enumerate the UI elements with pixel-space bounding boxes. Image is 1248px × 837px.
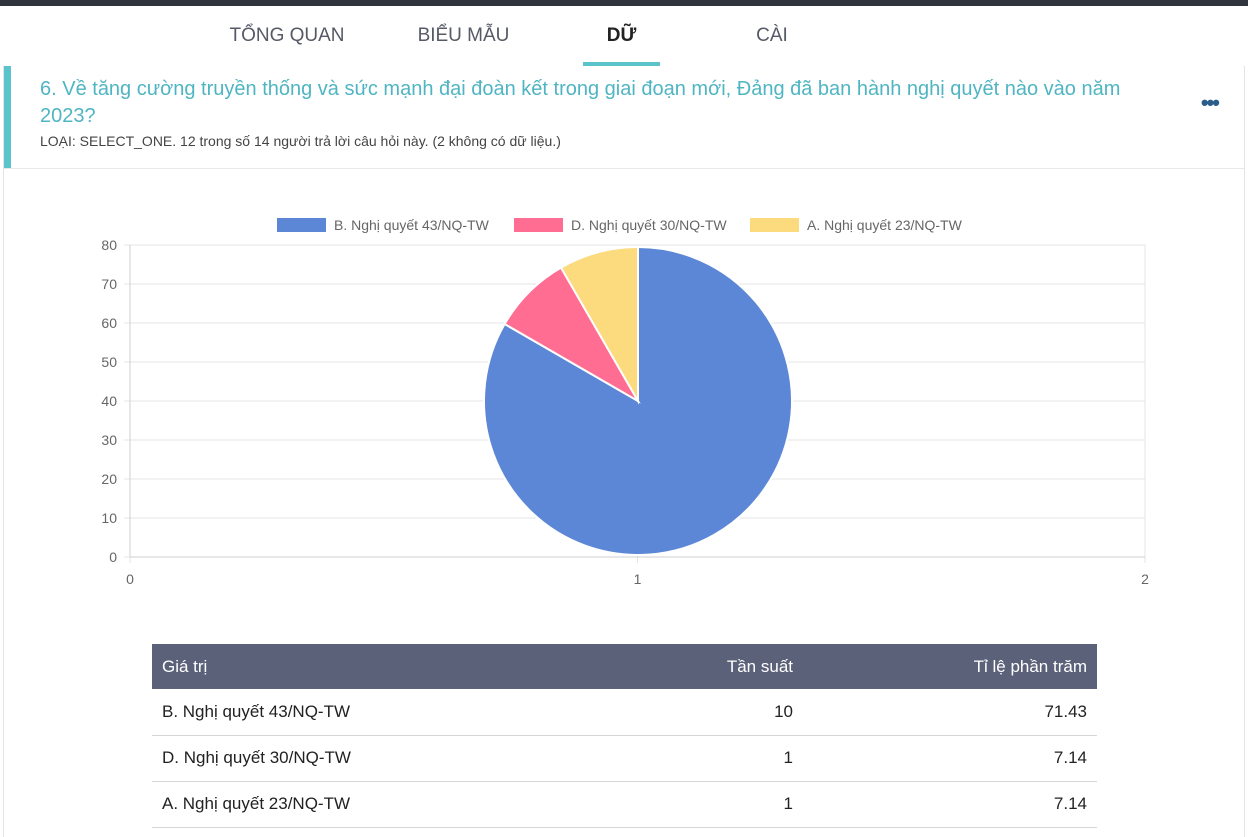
- tab-label: BIỂU MẪU: [417, 25, 510, 46]
- legend-swatch: [514, 218, 563, 232]
- header-frequency: Tần suất: [572, 644, 803, 689]
- y-tick-label: 50: [101, 354, 117, 370]
- x-tick-label: 2: [1141, 571, 1149, 587]
- cell-percent: 71.43: [803, 689, 1097, 736]
- y-tick-label: 80: [101, 237, 117, 253]
- table-row: B. Nghị quyết 43/NQ-TW 10 71.43: [152, 689, 1097, 736]
- tab-overview[interactable]: TỔNG QUAN: [229, 6, 345, 66]
- cell-percent: 7.14: [803, 781, 1097, 828]
- y-tick-label: 30: [101, 432, 117, 448]
- question-header: 6. Về tăng cường truyền thống và sức mạn…: [4, 66, 1244, 169]
- question-meta: LOẠI: SELECT_ONE. 12 trong số 14 người t…: [40, 133, 561, 149]
- more-horizontal-icon[interactable]: •••: [1200, 90, 1220, 115]
- cell-value: A. Nghị quyết 23/NQ-TW: [152, 781, 572, 828]
- x-tick-label: 0: [126, 571, 134, 587]
- legend-swatch: [750, 218, 799, 232]
- frequency-table: Giá trị Tần suất Tỉ lệ phần trăm B. Nghị…: [152, 644, 1097, 828]
- question-accent-bar: [4, 66, 11, 168]
- table-row: A. Nghị quyết 23/NQ-TW 1 7.14: [152, 781, 1097, 828]
- legend-label: D. Nghị quyết 30/NQ-TW: [571, 217, 727, 233]
- y-tick-label: 0: [109, 549, 117, 565]
- pie-chart: 0 10 20 30 40 50 60 70 80 0 1 2 B. Nghị quyết 43/NQ-…: [101, 217, 1149, 587]
- legend-label: A. Nghị quyết 23/NQ-TW: [807, 217, 963, 233]
- y-tick-label: 60: [101, 315, 117, 331]
- y-tick-label: 20: [101, 471, 117, 487]
- table-header-row: Giá trị Tần suất Tỉ lệ phần trăm: [152, 644, 1097, 689]
- header-percent: Tỉ lệ phần trăm: [803, 644, 1097, 689]
- cell-frequency: 1: [572, 735, 803, 782]
- y-tick-label: 70: [101, 276, 117, 292]
- tab-form[interactable]: BIỂU MẪU: [417, 6, 510, 66]
- cell-value: B. Nghị quyết 43/NQ-TW: [152, 689, 572, 736]
- legend-label: B. Nghị quyết 43/NQ-TW: [334, 217, 490, 233]
- tab-label: TỔNG QUAN: [229, 25, 345, 46]
- cell-percent: 7.14: [803, 735, 1097, 782]
- pie-slice: [559, 245, 639, 405]
- cell-value: D. Nghị quyết 30/NQ-TW: [152, 735, 572, 782]
- active-tab-indicator: [583, 62, 660, 66]
- cell-frequency: 1: [572, 781, 803, 828]
- top-bar: [0, 0, 1248, 6]
- question-title: 6. Về tăng cường truyền thống và sức mạn…: [40, 78, 1121, 127]
- header-value: Giá trị: [152, 644, 572, 689]
- table-row: D. Nghị quyết 30/NQ-TW 1 7.14: [152, 735, 1097, 782]
- cell-frequency: 10: [572, 689, 803, 736]
- y-tick-label: 10: [101, 510, 117, 526]
- legend-swatch: [277, 218, 326, 232]
- x-tick-label: 1: [634, 571, 642, 587]
- y-tick-label: 40: [101, 393, 117, 409]
